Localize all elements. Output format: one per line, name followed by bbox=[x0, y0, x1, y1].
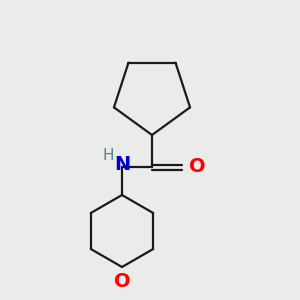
Text: N: N bbox=[114, 155, 130, 175]
Text: H: H bbox=[102, 148, 114, 164]
Text: O: O bbox=[189, 158, 206, 176]
Text: O: O bbox=[114, 272, 130, 291]
